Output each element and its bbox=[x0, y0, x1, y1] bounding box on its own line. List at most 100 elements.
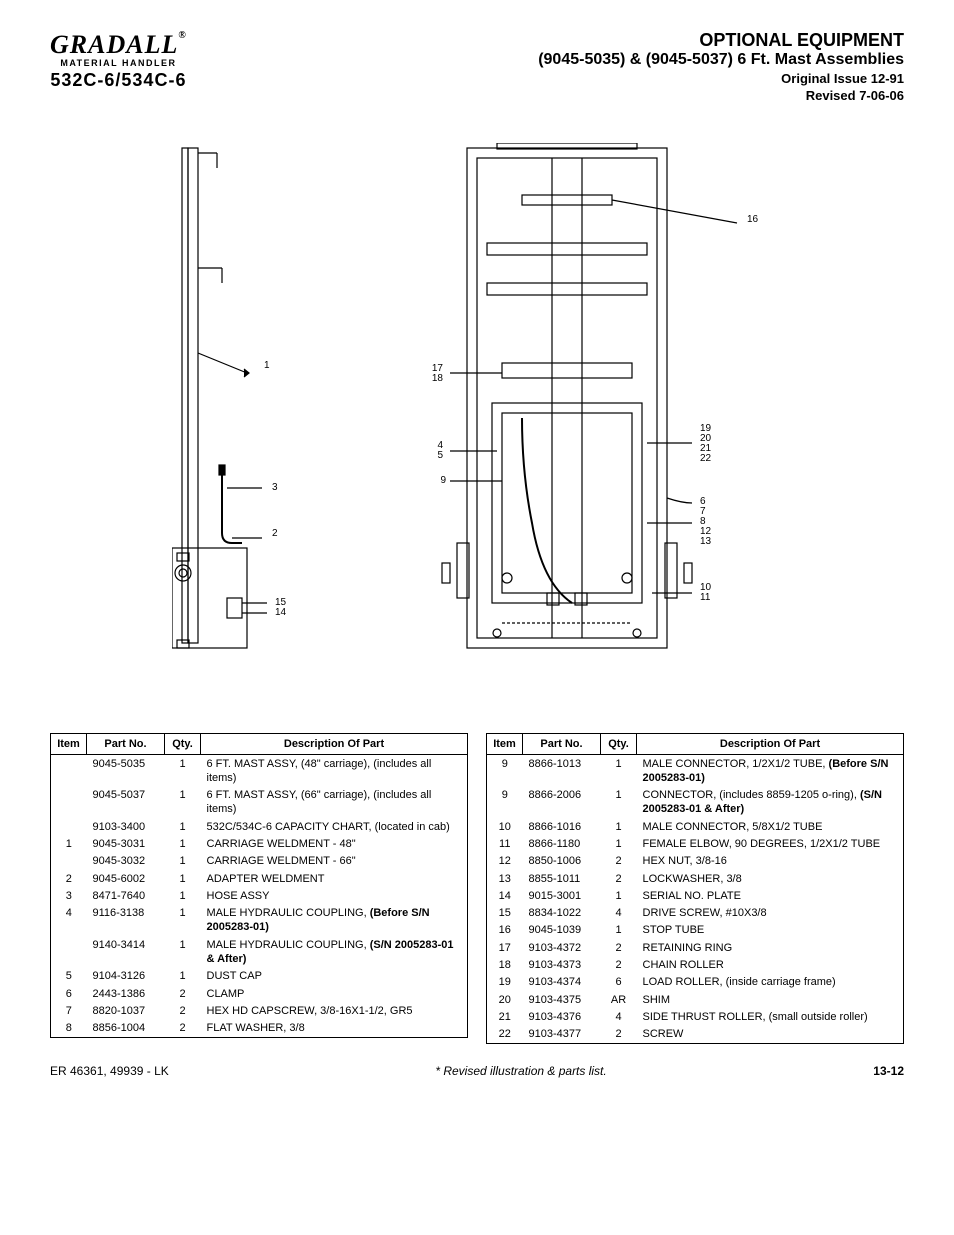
table-row: 118866-11801FEMALE ELBOW, 90 DEGREES, 1/… bbox=[487, 835, 904, 852]
cell-item bbox=[51, 818, 87, 835]
cell-item bbox=[51, 936, 87, 968]
cell-desc: MALE CONNECTOR, 1/2X1/2 TUBE, (Before S/… bbox=[637, 755, 904, 787]
table-row: 29045-60021ADAPTER WELDMENT bbox=[51, 870, 468, 887]
cell-partno: 9104-3126 bbox=[87, 968, 165, 985]
table-right-wrap: Item Part No. Qty. Description Of Part 9… bbox=[486, 733, 904, 1044]
col-qty: Qty. bbox=[165, 734, 201, 755]
table-row: 9140-34141MALE HYDRAULIC COUPLING, (S/N … bbox=[51, 936, 468, 968]
cell-partno: 8866-1013 bbox=[523, 755, 601, 787]
cell-qty: 2 bbox=[601, 1026, 637, 1044]
table-row: 98866-10131MALE CONNECTOR, 1/2X1/2 TUBE,… bbox=[487, 755, 904, 787]
col-partno: Part No. bbox=[87, 734, 165, 755]
cell-item: 4 bbox=[51, 905, 87, 937]
cell-desc: CARRIAGE WELDMENT - 48" bbox=[201, 835, 468, 852]
cell-item bbox=[51, 853, 87, 870]
cell-desc: MALE CONNECTOR, 5/8X1/2 TUBE bbox=[637, 818, 904, 835]
cell-qty: 6 bbox=[601, 974, 637, 991]
diagram-right: 1617184591920212267812131011 bbox=[402, 143, 782, 673]
callout-11: 11 bbox=[700, 592, 711, 603]
cell-qty: 1 bbox=[165, 887, 201, 904]
cell-desc: ADAPTER WELDMENT bbox=[201, 870, 468, 887]
cell-partno: 8855-1011 bbox=[523, 870, 601, 887]
table-row: 9045-30321CARRIAGE WELDMENT - 66" bbox=[51, 853, 468, 870]
cell-desc: CLAMP bbox=[201, 985, 468, 1002]
cell-qty: 4 bbox=[601, 1008, 637, 1025]
cell-qty: 2 bbox=[601, 939, 637, 956]
cell-desc: MALE HYDRAULIC COUPLING, (Before S/N 200… bbox=[201, 905, 468, 937]
cell-partno: 9015-3001 bbox=[523, 887, 601, 904]
table-row: 108866-10161MALE CONNECTOR, 5/8X1/2 TUBE bbox=[487, 818, 904, 835]
mast-side-view: 1321514 bbox=[172, 143, 352, 663]
cell-desc: HOSE ASSY bbox=[201, 887, 468, 904]
cell-desc: LOAD ROLLER, (inside carriage frame) bbox=[637, 974, 904, 991]
title-block: OPTIONAL EQUIPMENT (9045-5035) & (9045-5… bbox=[538, 30, 904, 103]
cell-partno: 8820-1037 bbox=[87, 1002, 165, 1019]
cell-desc: HEX NUT, 3/8-16 bbox=[637, 853, 904, 870]
cell-item: 9 bbox=[487, 755, 523, 787]
cell-desc: RETAINING RING bbox=[637, 939, 904, 956]
cell-desc: 532C/534C-6 CAPACITY CHART, (located in … bbox=[201, 818, 468, 835]
callout-18: 18 bbox=[432, 373, 444, 384]
cell-qty: 1 bbox=[601, 835, 637, 852]
cell-desc: 6 FT. MAST ASSY, (48" carriage), (includ… bbox=[201, 755, 468, 787]
cell-item: 22 bbox=[487, 1026, 523, 1044]
callout-3: 3 bbox=[272, 482, 278, 493]
parts-table-left: Item Part No. Qty. Description Of Part 9… bbox=[50, 733, 468, 1038]
cell-qty: 2 bbox=[165, 985, 201, 1002]
issue-date: Original Issue 12-91 bbox=[538, 71, 904, 86]
cell-item: 11 bbox=[487, 835, 523, 852]
table-row: 9045-503716 FT. MAST ASSY, (66" carriage… bbox=[51, 787, 468, 819]
title-main: OPTIONAL EQUIPMENT bbox=[538, 30, 904, 51]
cell-item: 20 bbox=[487, 991, 523, 1008]
cell-desc: HEX HD CAPSCREW, 3/8-16X1-1/2, GR5 bbox=[201, 1002, 468, 1019]
cell-qty: 1 bbox=[601, 787, 637, 819]
cell-desc: LOCKWASHER, 3/8 bbox=[637, 870, 904, 887]
cell-qty: 2 bbox=[165, 1002, 201, 1019]
col-desc: Description Of Part bbox=[201, 734, 468, 755]
cell-partno: 9140-3414 bbox=[87, 936, 165, 968]
cell-partno: 9103-4375 bbox=[523, 991, 601, 1008]
callout-22: 22 bbox=[700, 453, 712, 464]
cell-qty: 1 bbox=[165, 835, 201, 852]
table-row: 49116-31381MALE HYDRAULIC COUPLING, (Bef… bbox=[51, 905, 468, 937]
cell-qty: 1 bbox=[165, 818, 201, 835]
callout-5: 5 bbox=[437, 450, 443, 461]
cell-partno: 9103-3400 bbox=[87, 818, 165, 835]
cell-item: 13 bbox=[487, 870, 523, 887]
cell-item: 14 bbox=[487, 887, 523, 904]
cell-partno: 8850-1006 bbox=[523, 853, 601, 870]
cell-partno: 9045-3032 bbox=[87, 853, 165, 870]
cell-partno: 9116-3138 bbox=[87, 905, 165, 937]
table-row: 62443-13862CLAMP bbox=[51, 985, 468, 1002]
table-row: 158834-10224DRIVE SCREW, #10X3/8 bbox=[487, 905, 904, 922]
page-footer: ER 46361, 49939 - LK * Revised illustrat… bbox=[50, 1064, 904, 1078]
cell-desc: DRIVE SCREW, #10X3/8 bbox=[637, 905, 904, 922]
cell-desc: SHIM bbox=[637, 991, 904, 1008]
table-row: 179103-43722RETAINING RING bbox=[487, 939, 904, 956]
cell-qty: 1 bbox=[165, 968, 201, 985]
cell-partno: 2443-1386 bbox=[87, 985, 165, 1002]
cell-partno: 9103-4372 bbox=[523, 939, 601, 956]
cell-item: 2 bbox=[51, 870, 87, 887]
parts-table-right: Item Part No. Qty. Description Of Part 9… bbox=[486, 733, 904, 1044]
cell-partno: 8866-1016 bbox=[523, 818, 601, 835]
brand-name: GRADALL® bbox=[50, 30, 187, 60]
cell-qty: 1 bbox=[601, 818, 637, 835]
cell-item bbox=[51, 787, 87, 819]
mast-front-view: 1617184591920212267812131011 bbox=[402, 143, 782, 663]
callout-14: 14 bbox=[275, 607, 287, 618]
cell-partno: 9103-4377 bbox=[523, 1026, 601, 1044]
cell-qty: 1 bbox=[165, 936, 201, 968]
table-row: 209103-4375ARSHIM bbox=[487, 991, 904, 1008]
col-partno: Part No. bbox=[523, 734, 601, 755]
cell-qty: 2 bbox=[601, 957, 637, 974]
cell-item: 10 bbox=[487, 818, 523, 835]
cell-desc: SCREW bbox=[637, 1026, 904, 1044]
cell-qty: 2 bbox=[601, 853, 637, 870]
parts-tables: Item Part No. Qty. Description Of Part 9… bbox=[50, 733, 904, 1044]
cell-partno: 9103-4376 bbox=[523, 1008, 601, 1025]
cell-item: 19 bbox=[487, 974, 523, 991]
cell-item: 9 bbox=[487, 787, 523, 819]
table-row: 78820-10372HEX HD CAPSCREW, 3/8-16X1-1/2… bbox=[51, 1002, 468, 1019]
model-number: 532C-6/534C-6 bbox=[50, 70, 187, 91]
